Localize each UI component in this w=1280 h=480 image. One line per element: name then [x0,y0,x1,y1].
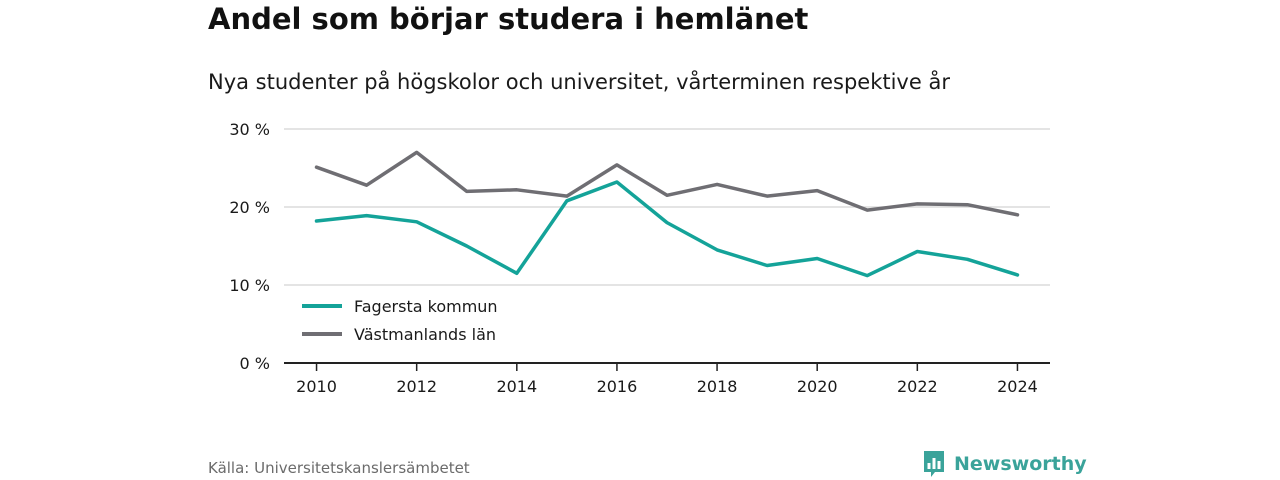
x-tick-label: 2014 [496,377,537,396]
x-tick-label: 2016 [597,377,638,396]
legend-label: Västmanlands län [354,325,496,344]
x-tick-label: 2010 [296,377,337,396]
newsworthy-logo-icon [924,451,944,477]
y-tick-label: 30 % [229,120,270,139]
x-tick-label: 2022 [897,377,938,396]
chart-title: Andel som börjar studera i hemlänet [208,2,809,36]
x-tick-label: 2012 [396,377,437,396]
x-tick-label: 2018 [697,377,738,396]
brand-name: Newsworthy [954,453,1087,475]
y-tick-label: 20 % [229,198,270,217]
series-line-fagersta-kommun [314,180,1020,278]
x-tick-label: 2020 [797,377,838,396]
brand-logo: Newsworthy [922,450,1087,478]
chart-subtitle: Nya studenter på högskolor och universit… [208,70,950,94]
y-tick-label: 10 % [229,276,270,295]
x-tick-label: 2024 [997,377,1038,396]
y-tick-label: 0 % [240,354,270,373]
legend-label: Fagersta kommun [354,297,498,316]
source-note: Källa: Universitetskanslersämbetet [208,459,470,477]
series-line-västmanlands-län [314,150,1020,217]
